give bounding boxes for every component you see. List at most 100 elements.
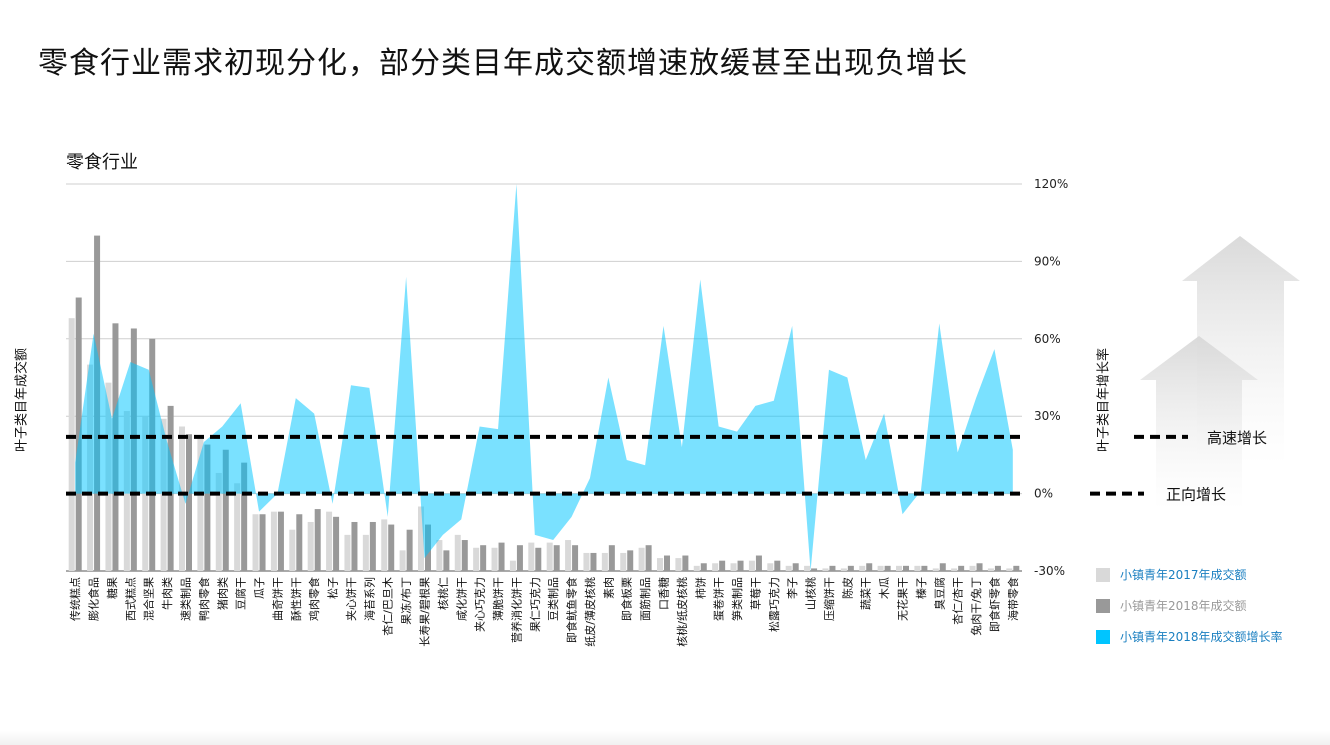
bar-2017 xyxy=(68,318,75,571)
x-tick-label: 柿饼 xyxy=(693,577,707,599)
bar-2018 xyxy=(958,565,965,571)
x-tick-label: 果仁巧克力 xyxy=(529,577,542,632)
bottom-strip xyxy=(0,731,1330,745)
x-tick-label: 草莓干 xyxy=(749,577,762,610)
bar-2018 xyxy=(204,444,211,571)
bar-2018 xyxy=(241,462,248,571)
bar-2018 xyxy=(866,563,873,571)
x-tick-label: 山核桃 xyxy=(804,577,818,610)
bar-2018 xyxy=(811,568,818,571)
bar-2017 xyxy=(638,547,645,571)
x-tick-label: 蛋卷饼干 xyxy=(712,577,726,621)
legend-swatch-growth xyxy=(1096,629,1110,644)
bar-2018 xyxy=(553,545,560,571)
x-tick-label: 兔肉干/兔丁 xyxy=(969,577,983,636)
bar-2018 xyxy=(939,563,946,571)
y-tick-label: 30% xyxy=(1034,409,1061,423)
x-tick-label: 核桃仁 xyxy=(436,577,450,610)
bar-2017 xyxy=(454,534,461,571)
bar-2017 xyxy=(601,552,608,571)
bar-2017 xyxy=(565,540,572,571)
x-tick-label: 海苔系列 xyxy=(362,577,376,621)
x-tick-label: 果冻/布丁 xyxy=(399,577,413,625)
x-tick-label: 笋类制品 xyxy=(730,577,744,621)
growth-arrows-decoration xyxy=(1140,236,1300,510)
legend-item-growth: 小镇青年2018年成交额增长率 xyxy=(1096,628,1283,645)
bar-2017 xyxy=(896,565,902,571)
bar-2017 xyxy=(712,563,719,571)
bar-2018 xyxy=(443,550,450,571)
bar-2018 xyxy=(847,565,854,571)
x-tick-label: 瓜子 xyxy=(253,577,266,599)
x-tick-label: 鸡肉零食 xyxy=(307,577,321,621)
y-tick-label: 120% xyxy=(1034,177,1068,191)
bar-2017 xyxy=(509,560,516,571)
x-tick-label: 木瓜 xyxy=(878,577,891,599)
bar-2017 xyxy=(1006,568,1013,571)
bar-2017 xyxy=(418,506,424,571)
x-tick-label: 猪肉类 xyxy=(215,577,229,610)
bar-2018 xyxy=(296,514,303,571)
bar-2017 xyxy=(804,565,811,571)
x-tick-label: 即食鱿鱼零食 xyxy=(565,577,579,643)
bar-2017 xyxy=(748,560,755,571)
bar-2017 xyxy=(528,542,535,571)
reference-label: 高速增长 xyxy=(1207,429,1267,447)
bar-2017 xyxy=(877,565,884,571)
x-tick-label: 传统糕点 xyxy=(68,577,82,621)
bar-2018 xyxy=(333,516,340,571)
bar-2017 xyxy=(362,534,369,571)
bar-2018 xyxy=(369,521,376,571)
x-tick-label: 臭豆腐 xyxy=(932,577,946,610)
x-tick-label: 西式糕点 xyxy=(123,577,137,621)
bar-2017 xyxy=(197,436,204,571)
bar-2018 xyxy=(480,545,487,571)
bar-2018 xyxy=(700,563,707,571)
bar-2017 xyxy=(546,542,553,571)
x-tick-label: 无花果干 xyxy=(897,577,910,621)
bar-2018 xyxy=(627,550,634,571)
bar-2017 xyxy=(840,568,847,571)
bar-2018 xyxy=(351,521,358,571)
bar-2018 xyxy=(406,529,413,571)
bar-2017 xyxy=(270,511,277,571)
x-tick-label: 蔬菜干 xyxy=(860,577,873,610)
x-tick-label: 营养消化饼干 xyxy=(509,577,523,643)
legend-label-growth: 小镇青年2018年成交额增长率 xyxy=(1120,630,1283,644)
bar-2018 xyxy=(792,563,799,571)
x-tick-label: 松露巧克力 xyxy=(767,577,781,632)
bar-2017 xyxy=(234,483,241,571)
bar-2017 xyxy=(344,534,351,571)
bar-2018 xyxy=(75,297,82,571)
small-arrow-shape xyxy=(1140,336,1258,510)
x-tick-label: 即食虾零食 xyxy=(987,577,1001,632)
x-tick-label: 膨化食品 xyxy=(87,577,101,621)
bar-2018 xyxy=(903,565,909,571)
bar-2017 xyxy=(951,568,958,571)
x-tick-label: 杏仁/杏干 xyxy=(952,577,965,625)
bar-2018 xyxy=(1013,565,1020,571)
x-tick-label: 杏仁/巴旦木 xyxy=(382,577,395,636)
x-tick-label: 即食板栗 xyxy=(620,577,634,621)
bar-2018 xyxy=(314,509,321,571)
bar-2018 xyxy=(737,560,744,571)
x-tick-label: 鸭肉零食 xyxy=(197,577,211,621)
y-tick-label: 90% xyxy=(1034,254,1061,268)
page-title: 零食行业需求初现分化，部分类目年成交额增速放缓甚至出现负增长 xyxy=(38,46,968,81)
x-tick-label: 纸皮/薄皮核桃 xyxy=(583,577,597,647)
x-tick-label: 豆腐干 xyxy=(234,577,248,610)
bar-2017 xyxy=(693,565,700,571)
bar-2018 xyxy=(608,545,615,571)
legend-item-2017: 小镇青年2017年成交额 xyxy=(1096,566,1247,583)
bar-2018 xyxy=(976,563,983,571)
bar-2018 xyxy=(884,565,891,571)
bar-2017 xyxy=(914,565,921,571)
bar-2017 xyxy=(326,511,333,571)
legend-swatch-2018 xyxy=(1096,598,1110,613)
x-tick-label: 薄脆饼干 xyxy=(491,577,505,621)
bar-2018 xyxy=(222,449,229,571)
bar-2017 xyxy=(730,563,737,571)
x-tick-label: 核桃/纸皮核桃 xyxy=(675,577,689,647)
legend-item-2018: 小镇青年2018年成交额 xyxy=(1096,597,1247,614)
bar-2018 xyxy=(498,542,505,571)
